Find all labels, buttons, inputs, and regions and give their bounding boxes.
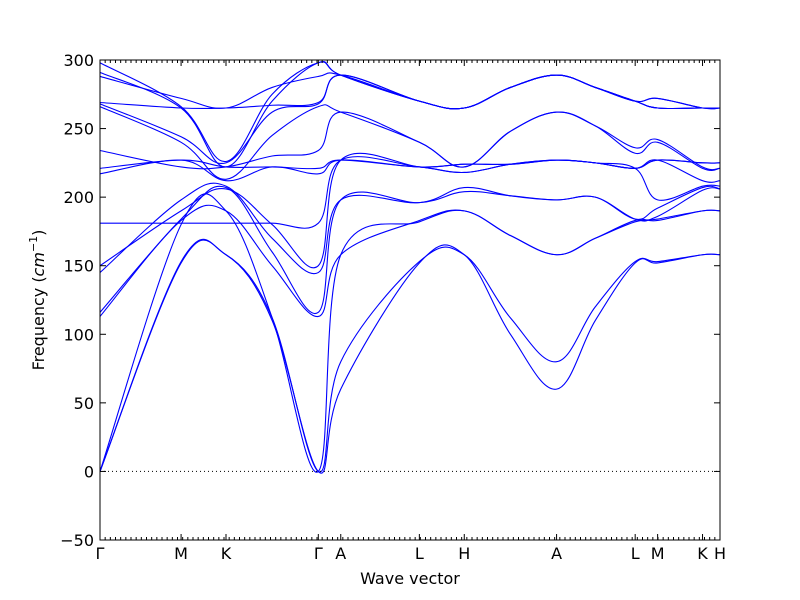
- y-tick-label: −50: [60, 531, 94, 550]
- x-tick-label: L: [631, 544, 640, 563]
- x-tick-label: H: [458, 544, 470, 563]
- y-axis-label: Frequency (cm−1): [27, 230, 48, 371]
- band-line-10: [99, 159, 721, 170]
- plot-frame: [99, 59, 721, 541]
- band-line-17: [99, 61, 720, 163]
- band-line-12: [99, 104, 721, 180]
- x-tick-label: K: [697, 544, 708, 563]
- x-tick-label: A: [335, 544, 346, 563]
- band-line-4: [99, 204, 721, 318]
- y-axis-label-exp: −1: [27, 236, 40, 252]
- x-tick-label: M: [174, 544, 188, 563]
- y-tick-label: 200: [63, 188, 94, 207]
- band-line-5: [99, 185, 721, 315]
- x-tick-label: H: [714, 544, 726, 563]
- x-tick-label: L: [415, 544, 424, 563]
- y-axis-label-prefix: Frequency (: [29, 276, 48, 370]
- x-tick-label: Γ: [314, 544, 323, 563]
- x-tick-label: Γ: [96, 544, 105, 563]
- y-tick-label: 50: [74, 394, 94, 413]
- band-line-2: [99, 238, 721, 473]
- x-tick-label: A: [551, 544, 562, 563]
- y-axis-ticks: −50 0 50 100 150 200 250 300: [60, 51, 720, 550]
- band-lines: [99, 61, 721, 474]
- y-tick-label: 0: [84, 462, 94, 481]
- band-line-6: [99, 182, 721, 275]
- x-tick-label: M: [651, 544, 665, 563]
- y-axis-label-suffix: ): [29, 230, 48, 236]
- y-axis-label-unit: cm: [29, 252, 48, 276]
- band-line-8: [100, 156, 721, 229]
- x-tick-label: K: [221, 544, 232, 563]
- y-tick-label: 150: [63, 257, 94, 276]
- y-tick-label: 300: [63, 51, 94, 70]
- y-tick-label: 100: [63, 325, 94, 344]
- band-line-3: [99, 193, 721, 473]
- x-axis-label: Wave vector: [360, 569, 460, 588]
- y-tick-label: 250: [63, 120, 94, 139]
